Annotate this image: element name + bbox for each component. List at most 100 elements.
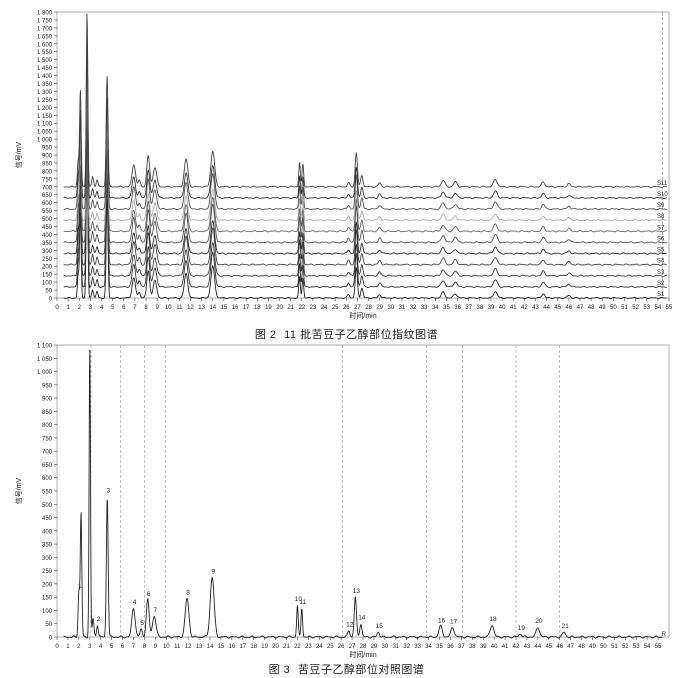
series-line-s2 [63,116,667,289]
x-tick-label: 30 [382,644,389,650]
series-line-s7 [63,66,667,233]
x-tick-label: 10 [165,305,172,311]
y-tick-label: 1 100 [37,344,53,350]
y-tick-label: 1 300 [37,90,53,96]
x-tick-label: 26 [343,305,350,311]
x-axis-label: 时间/min [349,650,376,659]
peak-label-16: 16 [438,617,446,624]
peak-label-5: 5 [140,620,144,627]
y-tick-label: 750 [42,436,53,442]
series-line-s4 [63,85,667,266]
x-tick-label: 12 [187,305,194,311]
y-tick-label: 550 [42,209,53,215]
x-tick-label: 0 [55,305,59,311]
figure-2-label: 图 2 [254,329,277,341]
y-tick-label: 700 [42,185,53,191]
series-label-s2: S2 [657,281,665,287]
x-tick-label: 35 [443,305,450,311]
peak-label-4: 4 [133,599,137,606]
x-tick-label: 32 [410,305,417,311]
peak-label-15: 15 [376,623,384,630]
x-tick-label: 54 [644,644,651,650]
y-tick-label: 300 [42,249,53,255]
x-tick-label: 4 [100,305,104,311]
x-tick-label: 29 [376,305,383,311]
figure-3-label: 图 3 [268,664,291,676]
x-tick-label: 42 [513,644,520,650]
y-tick-label: 1 650 [37,34,53,40]
y-tick-label: 350 [42,241,53,247]
x-tick-label: 3 [89,305,93,311]
y-tick-label: 450 [42,225,53,231]
x-tick-label: 34 [425,644,432,650]
y-tick-label: 250 [42,257,53,263]
x-tick-label: 42 [521,305,528,311]
y-tick-label: 1 450 [37,66,53,72]
y-tick-label: 1 500 [37,58,53,64]
series-label-s3: S3 [657,270,665,276]
x-tick-label: 23 [305,644,312,650]
x-tick-label: 11 [176,305,183,311]
y-tick-label: 1 700 [37,26,53,32]
x-tick-label: 20 [272,644,279,650]
plot-frame [56,11,670,299]
x-tick-label: 18 [250,644,257,650]
x-tick-label: 9 [155,305,159,311]
x-tick-label: 41 [510,305,517,311]
series-line-s3 [63,114,667,277]
x-tick-label: 53 [643,305,650,311]
x-tick-label: 48 [588,305,595,311]
y-tick-label: 800 [42,169,53,175]
y-tick-label: 900 [42,397,53,403]
peak-label-18: 18 [489,616,497,623]
y-tick-label: 300 [42,556,53,562]
y-tick-label: 850 [42,410,53,416]
peak-label-2: 2 [97,616,101,623]
x-tick-label: 39 [488,305,495,311]
x-tick-label: 12 [185,644,192,650]
y-tick-label: 600 [42,476,53,482]
x-tick-label: 11 [174,644,181,650]
peak-label-10: 10 [295,596,303,603]
x-tick-label: 47 [567,644,574,650]
y-tick-label: 1 350 [37,82,53,88]
y-tick-label: 950 [42,383,53,389]
chart-fingerprint-11-batches: 0501001502002503003504004505005506006507… [14,11,673,321]
x-tick-label: 52 [622,644,629,650]
y-tick-label: 500 [42,503,53,509]
x-tick-label: 27 [349,644,356,650]
peak-label-14: 14 [358,615,366,622]
series-line-r [63,349,663,639]
x-tick-label: 13 [196,644,203,650]
series-label-r: R [661,631,666,638]
x-tick-label: 18 [254,305,261,311]
y-tick-label: 1 750 [37,18,53,24]
x-tick-label: 40 [491,644,498,650]
x-tick-label: 43 [524,644,531,650]
x-tick-label: 19 [261,644,268,650]
peak-label-11: 11 [299,599,306,606]
y-tick-label: 650 [42,193,53,199]
peak-label-21: 21 [561,623,569,630]
x-tick-label: 39 [480,644,487,650]
y-tick-label: 950 [42,146,53,152]
series-line-s6 [63,55,667,244]
figure-3-title: 苦豆子乙醇部位对照图谱 [297,664,425,676]
x-tick-label: 46 [566,305,573,311]
x-tick-label: 36 [447,644,454,650]
peak-label-20: 20 [535,618,543,625]
x-tick-label: 14 [209,305,216,311]
x-tick-label: 50 [610,305,617,311]
series-label-s1: S1 [657,292,665,298]
y-tick-label: 0 [49,636,53,642]
y-tick-label: 400 [42,233,53,239]
x-tick-label: 37 [458,644,465,650]
y-tick-label: 450 [42,516,53,522]
peak-label-8: 8 [186,590,190,597]
y-tick-label: 350 [42,543,53,549]
x-tick-label: 8 [144,305,148,311]
x-tick-label: 1 [66,305,70,311]
x-tick-label: 20 [276,305,283,311]
x-tick-label: 49 [599,305,606,311]
